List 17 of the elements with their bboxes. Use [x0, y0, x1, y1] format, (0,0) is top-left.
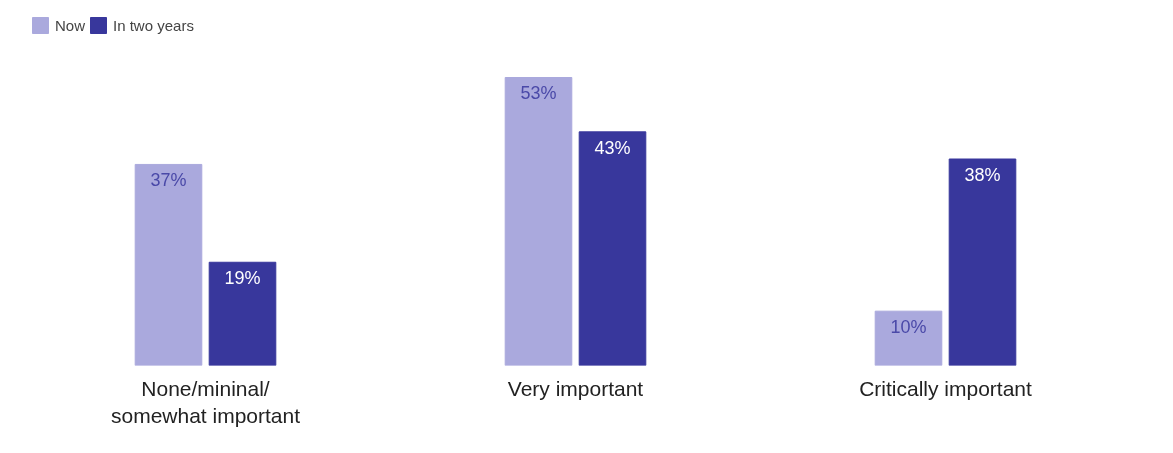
bar	[208, 261, 277, 366]
data-label: 37%	[150, 170, 187, 191]
bar	[134, 163, 203, 366]
bar	[948, 158, 1017, 366]
bar	[578, 131, 647, 366]
data-label: 53%	[520, 83, 557, 104]
x-tick-label: None/mininal/ somewhat important	[110, 376, 301, 428]
data-label: 43%	[594, 137, 631, 158]
bar	[874, 310, 943, 366]
data-label: 19%	[224, 268, 261, 289]
bar	[504, 77, 573, 366]
data-label: 38%	[964, 164, 1001, 185]
x-tick-label: Critically important	[859, 376, 1033, 400]
x-tick-label: Very important	[507, 376, 644, 400]
legend-label: In two years	[113, 16, 194, 34]
data-label: 10%	[890, 316, 927, 337]
legend-label: Now	[55, 16, 86, 34]
